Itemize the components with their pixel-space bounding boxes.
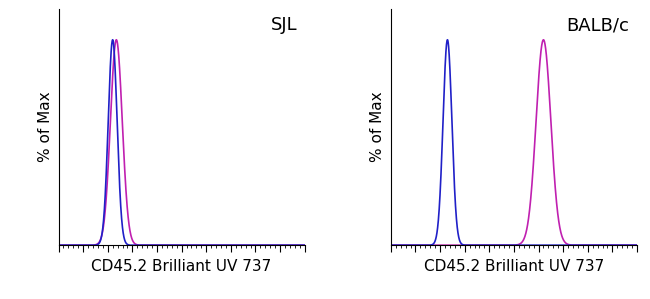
Text: BALB/c: BALB/c bbox=[567, 16, 630, 34]
X-axis label: CD45.2 Brilliant UV 737: CD45.2 Brilliant UV 737 bbox=[424, 259, 604, 274]
X-axis label: CD45.2 Brilliant UV 737: CD45.2 Brilliant UV 737 bbox=[92, 259, 272, 274]
Y-axis label: % of Max: % of Max bbox=[38, 92, 53, 162]
Text: SJL: SJL bbox=[270, 16, 297, 34]
Y-axis label: % of Max: % of Max bbox=[370, 92, 385, 162]
